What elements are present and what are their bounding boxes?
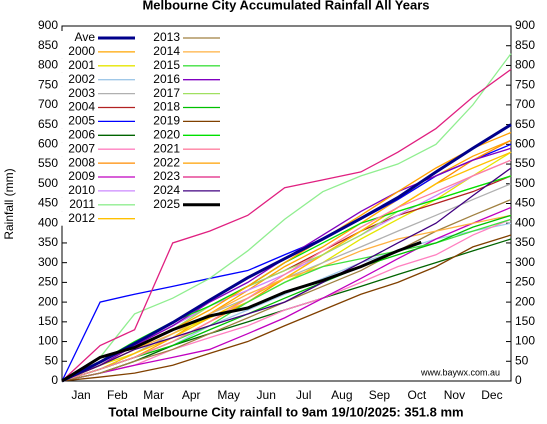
legend-label: 2004 bbox=[68, 100, 95, 114]
y-tick-label: 350 bbox=[38, 235, 58, 249]
y2-tick-label: 0 bbox=[515, 373, 522, 387]
y-tick-label: 850 bbox=[38, 38, 58, 52]
series-line bbox=[61, 234, 512, 382]
series-line bbox=[61, 68, 512, 382]
y2-tick-label: 750 bbox=[515, 77, 535, 91]
legend-label: 2017 bbox=[153, 86, 180, 100]
y2-tick-label: 600 bbox=[515, 137, 535, 151]
series-line bbox=[61, 206, 512, 382]
legend-label: 2019 bbox=[153, 114, 180, 128]
y2-tick-label: 550 bbox=[515, 156, 535, 170]
y2-tick-label: 150 bbox=[515, 314, 535, 328]
legend-label: 2008 bbox=[68, 155, 95, 169]
series-line bbox=[61, 240, 422, 383]
x-tick-label: Aug bbox=[331, 388, 352, 402]
legend-label: 2014 bbox=[153, 44, 180, 58]
y-tick-label: 400 bbox=[38, 215, 58, 229]
x-tick-label: Nov bbox=[444, 388, 465, 402]
series-line bbox=[61, 218, 512, 382]
legend-label: 2011 bbox=[69, 197, 95, 211]
y-tick-label: 100 bbox=[38, 334, 58, 348]
y-tick-label: 200 bbox=[38, 294, 58, 308]
legend-label: 2016 bbox=[153, 72, 180, 86]
y2-tick-label: 300 bbox=[515, 255, 535, 269]
y2-tick-label: 350 bbox=[515, 235, 535, 249]
legend-label: 2015 bbox=[153, 58, 180, 72]
series-line bbox=[61, 222, 512, 382]
y-tick-label: 450 bbox=[38, 196, 58, 210]
legend-label: 2006 bbox=[68, 127, 95, 141]
legend-label: 2025 bbox=[153, 197, 180, 211]
series-line bbox=[61, 167, 512, 382]
x-tick-label: May bbox=[217, 388, 240, 402]
y-tick-label: 300 bbox=[38, 255, 58, 269]
x-tick-label: Apr bbox=[182, 388, 201, 402]
y-tick-label: 800 bbox=[38, 58, 58, 72]
series-line bbox=[61, 123, 512, 383]
y-tick-label: 650 bbox=[38, 117, 58, 131]
legend-label: 2007 bbox=[68, 141, 95, 155]
legend-label: 2009 bbox=[68, 169, 95, 183]
watermark: www.baywx.com.au bbox=[420, 367, 500, 377]
x-tick-label: Sep bbox=[369, 388, 391, 402]
y2-tick-label: 200 bbox=[515, 294, 535, 308]
legend-label: 2012 bbox=[68, 211, 95, 225]
x-tick-label: Mar bbox=[143, 388, 164, 402]
y-tick-label: 550 bbox=[38, 156, 58, 170]
x-tick-label: Jan bbox=[71, 388, 90, 402]
y-tick-label: 150 bbox=[38, 314, 58, 328]
series-line bbox=[61, 53, 512, 382]
y2-tick-label: 850 bbox=[515, 38, 535, 52]
legend-label: 2024 bbox=[153, 183, 180, 197]
legend-label: 2021 bbox=[153, 141, 180, 155]
y2-tick-label: 700 bbox=[515, 97, 535, 111]
y2-tick-label: 450 bbox=[515, 196, 535, 210]
y2-tick-label: 800 bbox=[515, 58, 535, 72]
legend-label: 2002 bbox=[68, 72, 95, 86]
x-tick-label: Jul bbox=[296, 388, 311, 402]
legend-label: 2003 bbox=[68, 86, 95, 100]
y2-tick-label: 100 bbox=[515, 334, 535, 348]
y-tick-label: 500 bbox=[38, 176, 58, 190]
legend-label: Ave bbox=[75, 30, 96, 44]
y2-tick-label: 250 bbox=[515, 275, 535, 289]
y-tick-label: 250 bbox=[38, 275, 58, 289]
y2-tick-label: 900 bbox=[515, 18, 535, 32]
y2-tick-label: 500 bbox=[515, 176, 535, 190]
legend-label: 2005 bbox=[68, 114, 95, 128]
x-tick-label: Oct bbox=[408, 388, 427, 402]
y2-tick-label: 50 bbox=[515, 353, 529, 367]
y-tick-label: 600 bbox=[38, 137, 58, 151]
y-tick-label: 900 bbox=[38, 18, 58, 32]
legend-label: 2018 bbox=[153, 100, 180, 114]
legend-label: 2022 bbox=[153, 155, 180, 169]
y2-tick-label: 400 bbox=[515, 215, 535, 229]
x-axis-label: Total Melbourne City rainfall to 9am 19/… bbox=[108, 404, 463, 419]
y-tick-label: 0 bbox=[51, 373, 58, 387]
x-tick-label: Dec bbox=[481, 388, 502, 402]
legend-label: 2013 bbox=[153, 30, 180, 44]
x-tick-label: Jun bbox=[257, 388, 276, 402]
y-tick-label: 50 bbox=[45, 353, 59, 367]
legend-label: 2000 bbox=[68, 44, 95, 58]
x-tick-label: Feb bbox=[107, 388, 128, 402]
legend-label: 2020 bbox=[153, 127, 180, 141]
legend-label: 2010 bbox=[68, 183, 95, 197]
legend-label: 2023 bbox=[153, 169, 180, 183]
y2-tick-label: 650 bbox=[515, 117, 535, 131]
y-axis-label: Rainfall (mm) bbox=[2, 168, 16, 239]
y-tick-label: 700 bbox=[38, 97, 58, 111]
series-line bbox=[61, 218, 512, 382]
series-line bbox=[61, 159, 512, 382]
chart-title: Melbourne City Accumulated Rainfall All … bbox=[142, 0, 429, 12]
legend-label: 2001 bbox=[68, 58, 95, 72]
y-tick-label: 750 bbox=[38, 77, 58, 91]
